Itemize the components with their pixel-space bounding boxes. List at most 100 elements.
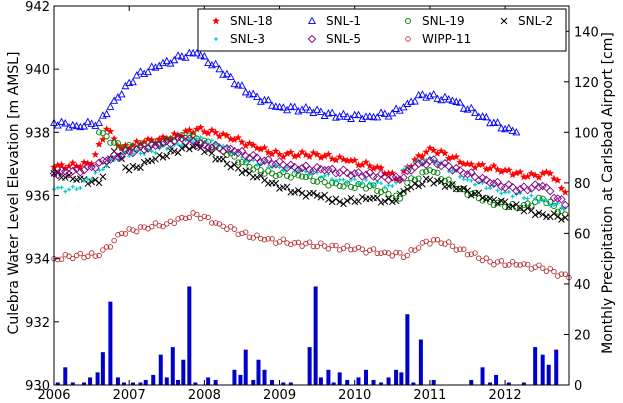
data-point — [310, 243, 317, 250]
legend-marker — [214, 37, 218, 41]
data-point — [237, 146, 247, 156]
data-point — [393, 192, 400, 199]
precipitation-bar — [386, 377, 391, 385]
x-tick-label: 2012 — [489, 388, 522, 403]
precipitation-bar — [331, 382, 336, 385]
data-point — [495, 188, 500, 193]
legend-marker — [307, 34, 317, 44]
data-point — [201, 213, 208, 220]
data-point — [463, 159, 472, 168]
data-point — [484, 186, 489, 191]
data-point — [561, 200, 570, 210]
legend-marker — [500, 17, 508, 25]
precipitation-bar — [170, 347, 175, 385]
data-point — [358, 114, 367, 122]
data-point — [328, 154, 337, 163]
data-point — [171, 220, 177, 226]
data-point — [463, 170, 472, 179]
data-point — [483, 255, 489, 261]
data-point — [313, 105, 322, 113]
data-point — [268, 101, 276, 109]
data-point — [358, 172, 367, 181]
data-point — [191, 140, 196, 145]
data-point — [95, 140, 104, 148]
data-point — [204, 146, 212, 154]
precipitation-bar — [379, 382, 384, 385]
data-point — [70, 184, 75, 189]
precipitation-bar — [411, 382, 416, 385]
data-point — [176, 142, 181, 147]
data-point — [170, 147, 178, 155]
data-point — [320, 111, 329, 119]
data-point — [548, 203, 553, 208]
data-point — [53, 121, 62, 129]
data-point — [430, 179, 438, 187]
data-point — [250, 235, 256, 241]
y-tick-label: 942 — [25, 0, 50, 15]
precipitation-bar — [181, 359, 186, 385]
data-point — [403, 166, 412, 176]
data-point — [175, 216, 181, 222]
data-point — [213, 141, 218, 146]
data-point — [59, 185, 64, 190]
data-point — [238, 158, 246, 166]
data-point — [310, 189, 317, 197]
data-point — [354, 110, 363, 119]
data-point — [211, 59, 220, 68]
data-point — [238, 169, 246, 177]
data-point — [275, 150, 284, 158]
data-point — [471, 189, 479, 197]
data-point — [327, 164, 337, 174]
data-point — [273, 240, 279, 246]
precipitation-bar — [540, 354, 545, 385]
legend-marker — [308, 16, 316, 25]
data-point — [509, 202, 516, 210]
data-point — [91, 163, 100, 173]
data-point — [324, 165, 333, 175]
precipitation-bar — [115, 377, 120, 385]
data-point — [107, 244, 114, 250]
data-point — [521, 195, 526, 200]
legend-item: SNL-3 — [214, 32, 265, 46]
data-point — [68, 158, 77, 167]
data-point — [286, 102, 295, 110]
data-point — [345, 181, 350, 186]
data-point — [482, 175, 491, 185]
data-point — [444, 95, 453, 103]
data-point — [209, 138, 214, 143]
data-point — [388, 173, 397, 182]
data-point — [291, 240, 298, 246]
data-point — [343, 112, 352, 120]
data-point — [381, 198, 389, 205]
data-point — [257, 167, 264, 174]
data-point — [170, 129, 179, 138]
x-tick-label: 2011 — [413, 388, 446, 403]
y2-tick-label: 20 — [574, 328, 591, 343]
data-point — [122, 231, 129, 237]
data-point — [457, 174, 462, 179]
data-point — [415, 175, 422, 182]
data-point — [276, 185, 283, 192]
data-point — [419, 169, 426, 176]
precipitation-bar — [418, 339, 423, 385]
data-point — [294, 187, 302, 194]
data-point — [478, 112, 487, 120]
data-point — [87, 119, 96, 127]
data-point — [182, 215, 189, 222]
data-point — [400, 187, 407, 195]
legend-marker — [212, 16, 220, 25]
data-point — [449, 180, 456, 188]
data-point — [239, 230, 245, 237]
data-point — [185, 145, 193, 153]
data-point — [254, 232, 260, 238]
data-point — [544, 198, 549, 203]
data-point — [102, 124, 111, 133]
data-point — [512, 127, 521, 136]
data-point — [126, 226, 132, 232]
data-point — [271, 102, 280, 110]
data-point — [91, 150, 100, 159]
data-point — [394, 180, 399, 185]
precipitation-bar — [494, 374, 499, 385]
data-point — [373, 194, 381, 202]
data-point — [350, 169, 359, 178]
